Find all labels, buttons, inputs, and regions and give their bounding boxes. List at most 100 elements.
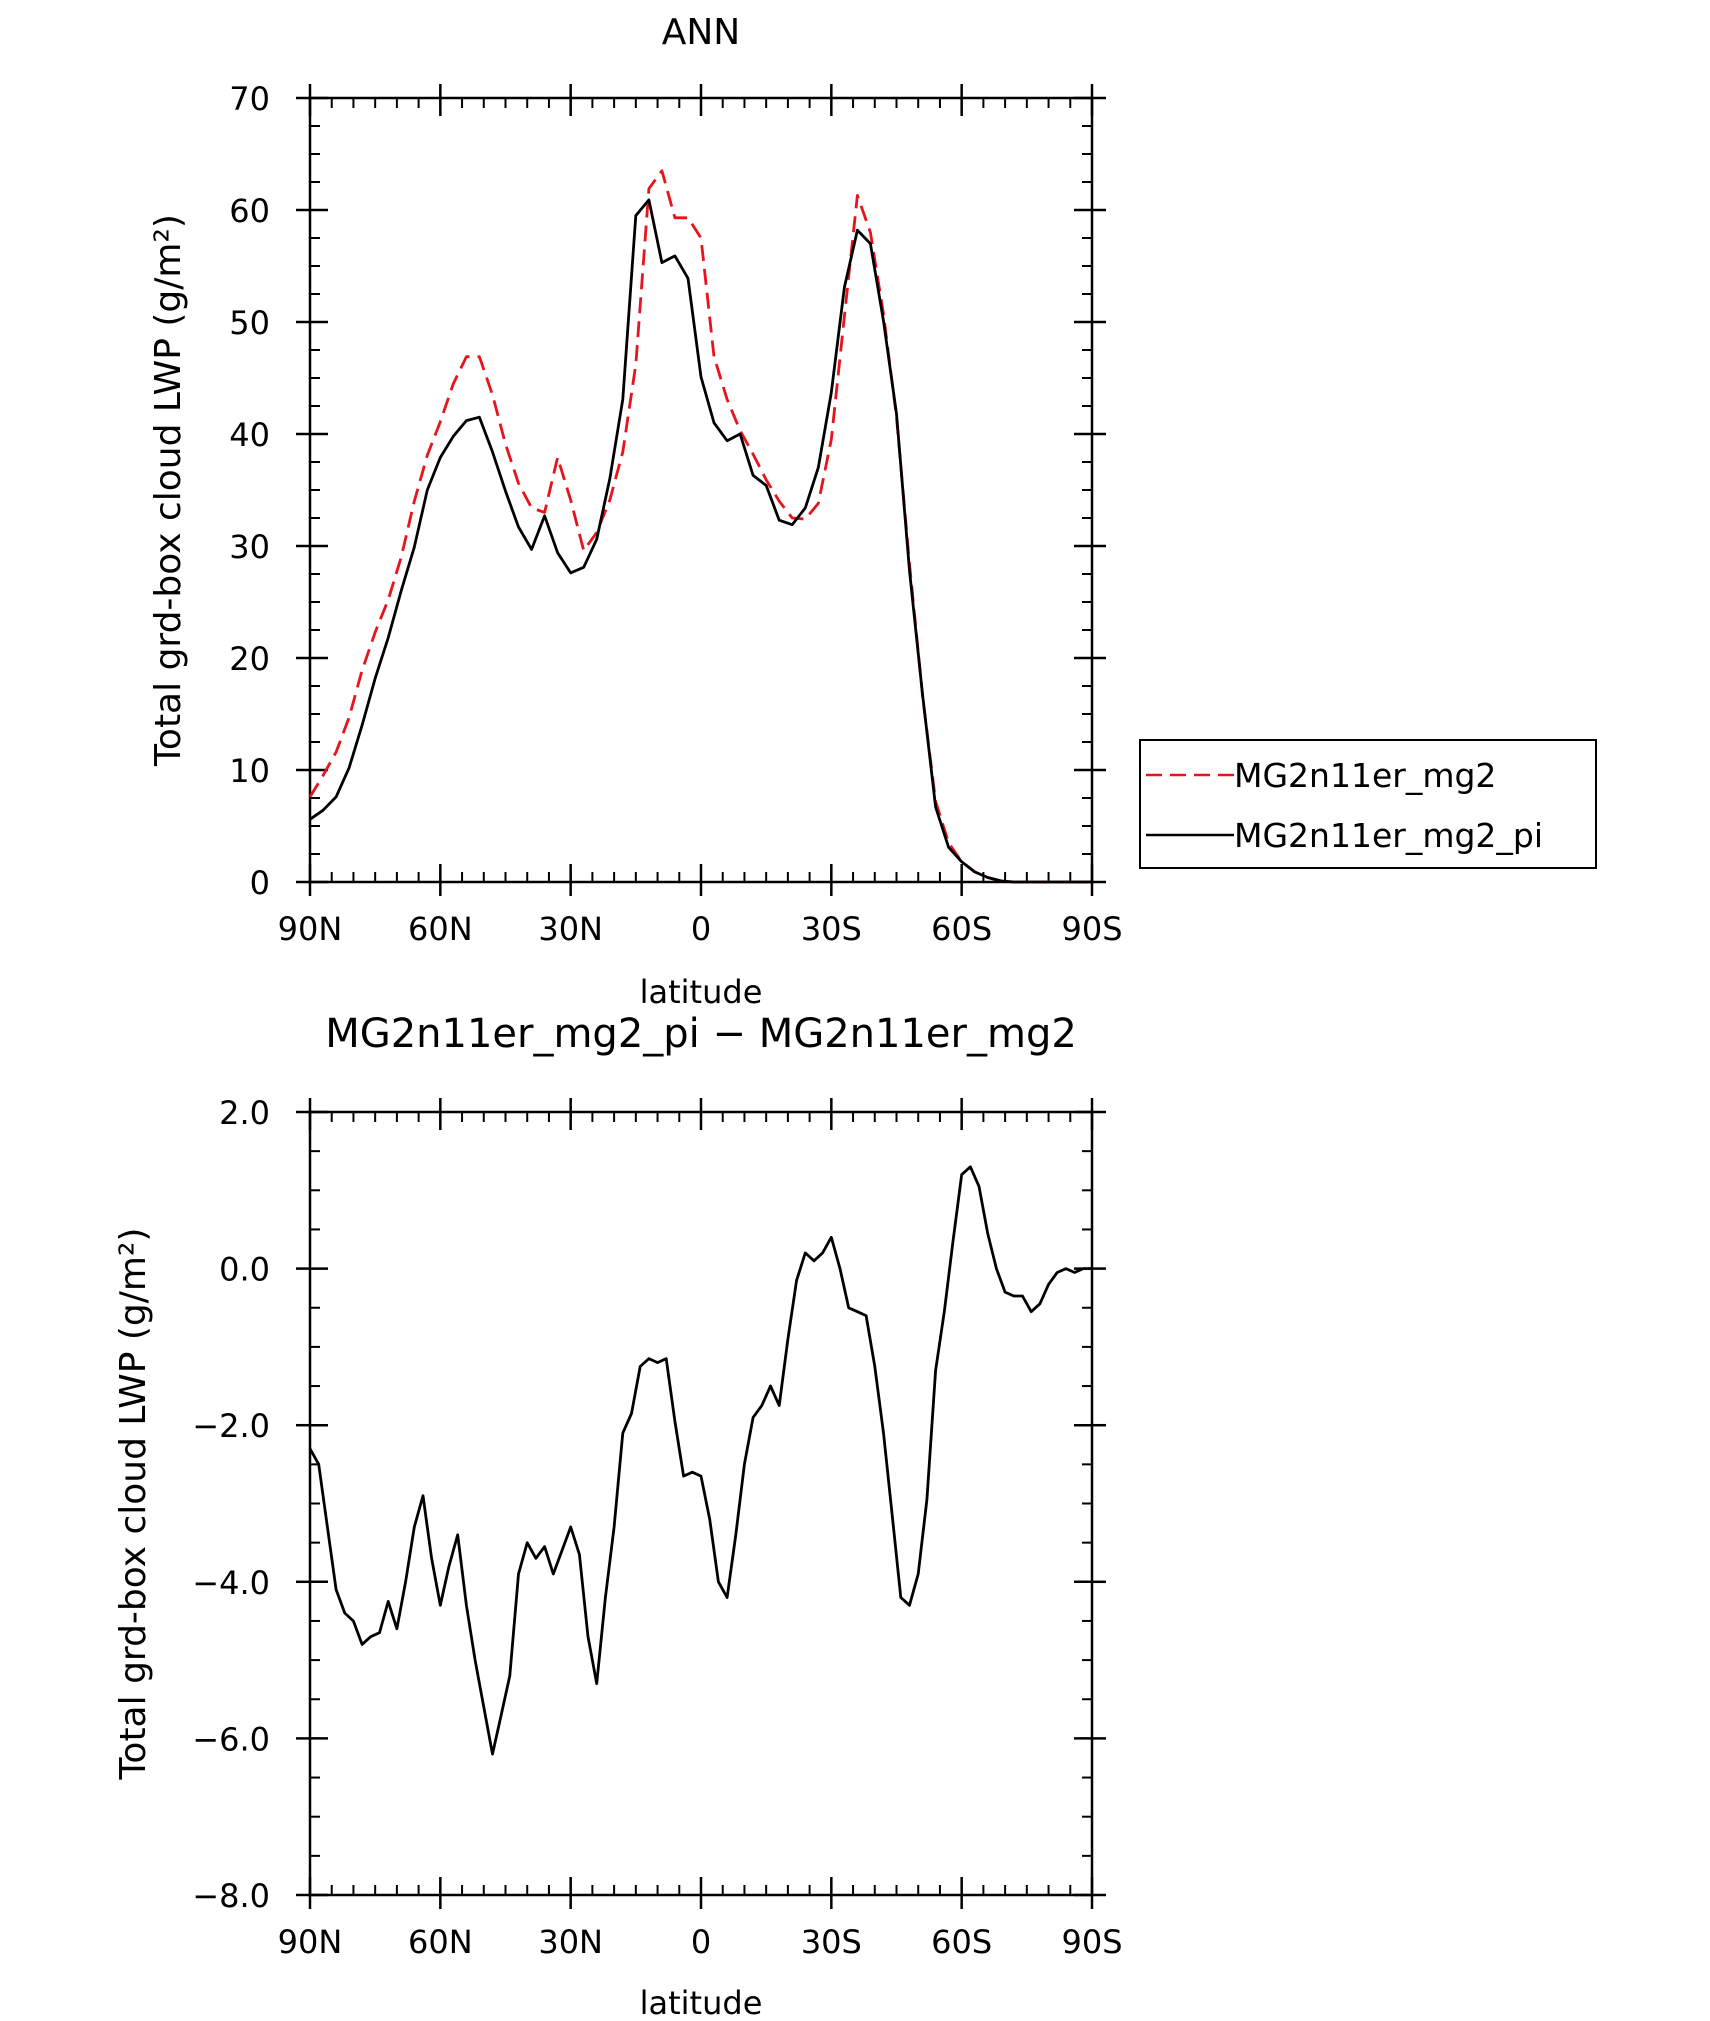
chart-1-series-1-point — [753, 454, 754, 455]
chart-1-series-2-point — [531, 549, 532, 550]
chart-1-series-1-point — [818, 503, 819, 504]
x-tick-label: 90N — [278, 1923, 343, 1961]
chart-2-series-1-point — [570, 1526, 571, 1527]
chart-1-series-2-point — [870, 243, 871, 244]
chart-2-series-1-point — [1005, 1292, 1006, 1293]
chart-2-series-1-point — [709, 1519, 710, 1520]
x-tick-label: 0 — [691, 910, 711, 948]
chart-2-series-1-point — [952, 1241, 953, 1242]
chart-2-series-1-point — [1057, 1272, 1058, 1273]
chart-1-series-1-point — [531, 507, 532, 508]
chart-1-series-2-point — [1026, 881, 1027, 882]
chart-1-series-1-point — [609, 500, 610, 501]
chart-1-series-2-point — [740, 433, 741, 434]
chart-1-series-1-point — [661, 170, 662, 171]
chart-1-series-1-point — [583, 550, 584, 551]
y-tick-label: 20 — [229, 640, 270, 678]
chart-2-series-1-point — [657, 1362, 658, 1363]
chart-1-series-2-point — [557, 552, 558, 553]
chart-2-series-1-point — [918, 1573, 919, 1574]
chart-1-series-2-point — [883, 320, 884, 321]
chart-1-series-2-point — [518, 526, 519, 527]
y-tick-label: 50 — [229, 304, 270, 342]
chart-2-series-1-point — [822, 1252, 823, 1253]
chart-2-series-1-point — [362, 1644, 363, 1645]
chart-1-series-1-point — [322, 775, 323, 776]
chart-1-series-2-point — [648, 199, 649, 200]
chart-1-series-2-line — [309, 198, 1092, 884]
chart-2-series-1-point — [327, 1526, 328, 1527]
chart-1-series-1-point — [766, 479, 767, 480]
chart-2-series-1-point — [961, 1174, 962, 1175]
chart-1-series-2-point — [388, 637, 389, 638]
chart-1-series-2-point — [896, 413, 897, 414]
chart-1-series-1-point — [375, 632, 376, 633]
chart-1-series-2-point — [805, 507, 806, 508]
chart-1-series-2-point — [779, 520, 780, 521]
chart-2-series-1-point — [683, 1476, 684, 1477]
chart-1-series-1-point — [570, 500, 571, 501]
chart-2-series-1-point — [813, 1260, 814, 1261]
chart-2-series-1-point — [561, 1550, 562, 1551]
chart-1-series-2-point — [1013, 881, 1014, 882]
chart-1-series-1-point — [700, 237, 701, 238]
chart-2-series-1-point — [492, 1754, 493, 1755]
chart-2-series-1-point — [978, 1186, 979, 1187]
legend-label-mg2: MG2n11er_mg2 — [1234, 756, 1496, 795]
chart-2-series-1-point — [935, 1370, 936, 1371]
chart-1: 90N 60N 30N 0 30S 60S 90S 0 10 20 30 40 50 60 70 — [229, 80, 1122, 948]
chart-2-series-1-point — [1039, 1303, 1040, 1304]
chart-1-series-1-point — [336, 752, 337, 753]
chart-2-series-1-point — [579, 1554, 580, 1555]
chart-2-series-1-point — [909, 1605, 910, 1606]
chart-2-y-axis-label: Total grd-box cloud LWP (g/m²) — [113, 1228, 154, 1781]
x-tick-label: 60S — [931, 1923, 992, 1961]
chart-2-series-1-point — [353, 1620, 354, 1621]
chart-1-series-1-point — [440, 421, 441, 422]
x-tick-label: 60N — [408, 910, 473, 948]
chart-2-series-1-point — [544, 1546, 545, 1547]
x-tick-label: 0 — [691, 1923, 711, 1961]
chart-1-series-2-point — [687, 278, 688, 279]
chart-2-series-1-point — [796, 1280, 797, 1281]
chart-1-series-2-point — [1091, 881, 1092, 882]
chart-2-series-1-point — [761, 1405, 762, 1406]
chart-1-series-1-point — [727, 399, 728, 400]
chart-2-series-1-point — [1031, 1311, 1032, 1312]
chart-2-series-1-point — [700, 1476, 701, 1477]
chart-2-series-1-point — [405, 1581, 406, 1582]
chart-1-series-2-point — [961, 861, 962, 862]
chart-2-series-1-point — [805, 1252, 806, 1253]
chart-1-series-1-point — [544, 512, 545, 513]
chart-1-series-1-point — [831, 439, 832, 440]
chart-1-series-1-point — [349, 717, 350, 718]
chart-1-series-2-point — [909, 570, 910, 571]
chart-1-series-1-point — [870, 232, 871, 233]
chart-1-series-1-point — [779, 501, 780, 502]
chart-2-series-1-point — [1013, 1295, 1014, 1296]
chart-1-series-1-point — [401, 557, 402, 558]
chart-1-series-2-point — [583, 567, 584, 568]
chart-1-series-1-point — [427, 455, 428, 456]
chart-1-x-axis-label: latitude — [640, 973, 763, 1011]
chart-2-series-1-point — [848, 1307, 849, 1308]
y-tick-label: −2.0 — [192, 1407, 270, 1445]
chart-2-series-1-point — [309, 1448, 310, 1449]
chart-1-series-2-point — [935, 806, 936, 807]
y-tick-label: 10 — [229, 752, 270, 790]
chart-2-series-1-point — [779, 1405, 780, 1406]
chart-2-series-1-point — [457, 1534, 458, 1535]
chart-1-series-1-point — [466, 356, 467, 357]
chart-2-series-1-point — [535, 1558, 536, 1559]
chart-2-series-1-point — [944, 1311, 945, 1312]
chart-1-series-1-point — [362, 670, 363, 671]
chart-1-series-2-point — [844, 287, 845, 288]
chart-2-series-1-point — [448, 1566, 449, 1567]
chart-1-series-2-point — [466, 420, 467, 421]
chart-2-series-1-point — [596, 1683, 597, 1684]
chart-1-legend: MG2n11er_mg2 MG2n11er_mg2_pi — [1139, 739, 1597, 869]
chart-1-series-1-point — [844, 316, 845, 317]
chart-1-series-1-point — [388, 599, 389, 600]
chart-1-title: ANN — [662, 12, 741, 53]
